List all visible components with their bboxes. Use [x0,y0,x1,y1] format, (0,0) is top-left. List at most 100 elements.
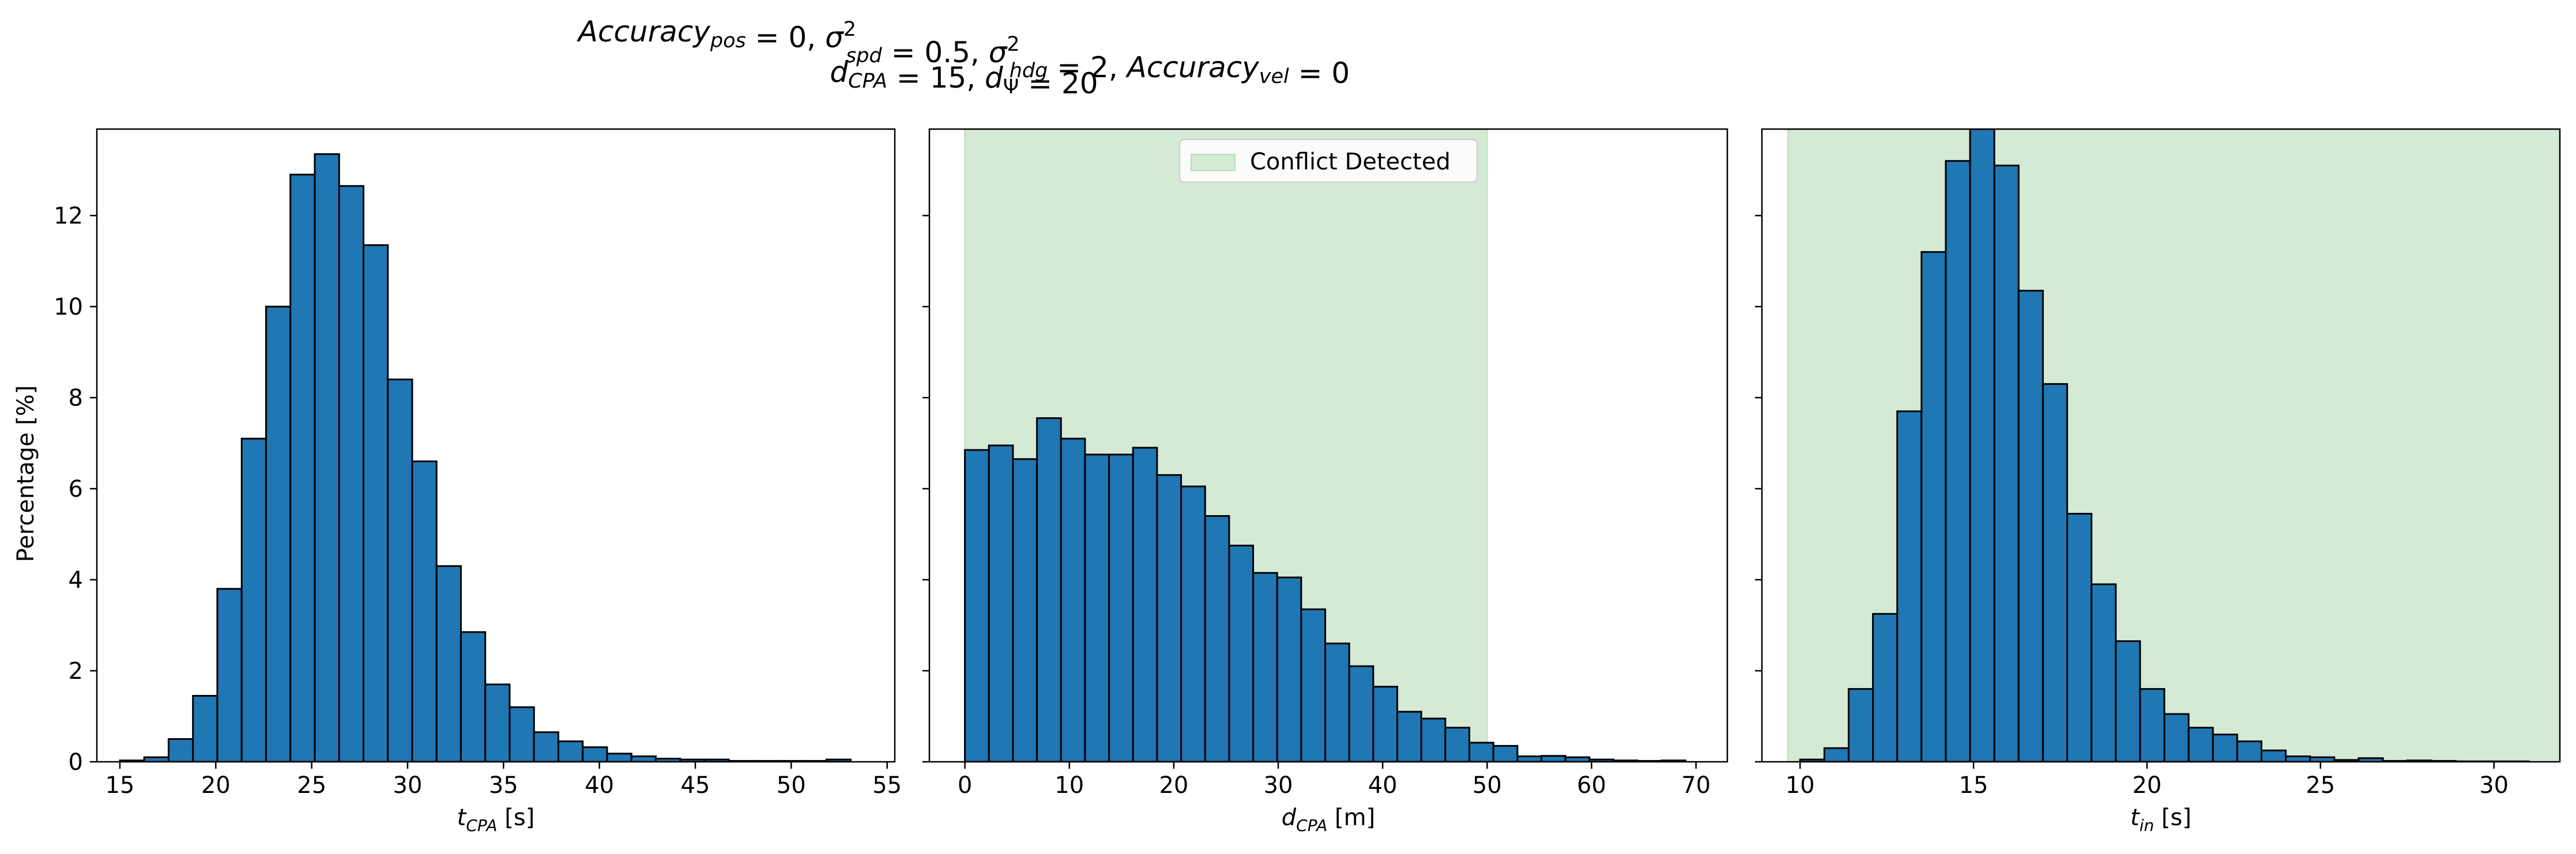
x-tick-label: 35 [489,772,518,799]
histogram-bar [2187,727,2214,762]
y-tick-label: 0 [69,749,83,776]
histogram-bar [314,153,340,762]
figure-title-line-2: dCPA = 15, dΨ = 20 [830,55,1098,100]
y-tick-label: 10 [54,294,83,320]
y-axis-label: Percentage [%] [13,386,39,562]
histogram-bar [192,694,219,762]
histogram-bar [2042,383,2069,762]
histogram-bar [2091,583,2117,762]
x-tick-label: 60 [1577,772,1606,799]
histogram-bar [338,185,364,762]
histogram-bar [1372,686,1399,762]
subplot-d-cpa: 0 10 20 30 40 50 60 70 dCPA [m] Conflict Detected [922,128,1728,835]
histogram-bar [1204,515,1230,762]
x-tick-label: 30 [2479,772,2509,799]
histogram-bars [119,153,852,762]
histogram-bar [2285,755,2311,762]
x-tick-label: 15 [105,772,134,799]
histogram-bar [1132,447,1158,762]
histogram-bar [240,437,267,762]
histogram-bar [582,746,608,762]
x-tick-label: 20 [201,772,231,799]
x-tick-label: 30 [393,772,423,799]
histogram-bar [2017,289,2044,762]
legend-label: Conflict Detected [1250,149,1451,175]
histogram-bar [1945,160,1971,762]
figure-title-line-1: Accuracypos = 0, σ2 spd = 0.5, σ2 hdg = 2,… [577,15,1350,90]
histogram-bar [1252,572,1278,762]
x-tick-label: 40 [1368,772,1398,799]
histogram-bar [2139,688,2166,762]
histogram-bar [964,449,990,762]
x-tick-label: 25 [2306,772,2335,799]
histogram-bar [1847,688,1874,762]
histogram-bar [435,565,462,762]
x-axis-label: dCPA [m] [1282,804,1375,835]
histogram-bar [2261,749,2287,762]
subplot-t-in: 10 15 20 25 30 tin [s] [1755,128,2561,835]
histogram-bar [1156,474,1182,762]
x-tick-label: 15 [1959,772,1989,799]
histogram-bar [1036,417,1062,762]
histogram-bar [1896,410,1923,762]
histogram-bar [509,706,535,762]
x-tick-label: 70 [1681,772,1711,799]
histogram-bar [2066,512,2093,762]
histogram-bar [1276,576,1302,762]
x-tick-label: 10 [1054,772,1084,799]
histogram-bar [1969,129,1995,762]
histogram-bar [1920,251,1947,762]
histogram-bar [988,444,1014,762]
histogram-bar [533,731,559,762]
y-tick-label: 4 [69,567,83,594]
x-tick-label: 25 [297,772,326,799]
histogram-bar [1060,437,1086,762]
histogram-bar [167,738,194,762]
histogram-bar [1228,545,1255,762]
histogram-bar [1872,613,1899,762]
histogram-bar [2115,640,2141,762]
histogram-bar [630,755,657,762]
y-tick-label: 2 [69,658,83,685]
x-tick-label: 55 [872,772,902,799]
histogram-bar [460,631,487,762]
x-tick-label: 50 [777,772,806,799]
subplot-t-cpa: 15 20 25 30 35 40 45 50 55 0 2 4 6 8 10 12 tCPA [s] [54,128,902,835]
histogram-bar [1180,485,1206,762]
histogram-bar [2212,734,2238,762]
legend-box [1179,139,1478,183]
x-axis-label: tin [s] [2130,804,2191,835]
x-tick-label: 20 [2132,772,2161,799]
histogram-bar [2236,740,2263,762]
histogram-bar [1300,608,1327,762]
legend: Conflict Detected [1179,139,1478,183]
histogram-bar [1348,665,1374,762]
legend-swatch [1191,154,1236,171]
histogram-bar [825,758,852,762]
axes-frame [928,128,1728,763]
histogram-bar [1084,454,1110,762]
histogram-bar [216,588,243,762]
x-tick-label: 20 [1159,772,1188,799]
histogram-bars [964,417,1687,762]
y-tick-label: 8 [69,385,83,411]
x-axis-label: tCPA [s] [457,804,535,835]
axes-frame [1761,128,2561,763]
histogram-bar [1324,643,1350,762]
axes-frame [96,128,896,763]
x-tick-label: 45 [681,772,710,799]
histogram-bar [1993,164,2020,762]
x-tick-label: 40 [585,772,614,799]
histogram-bar [387,378,413,762]
histogram-bar [2163,713,2190,762]
histogram-bar [1541,755,1566,762]
x-tick-label: 30 [1264,772,1293,799]
x-tick-label: 50 [1472,772,1502,799]
histogram-bar [1012,458,1038,762]
x-tick-label: 0 [958,772,972,799]
x-tick-label: 10 [1786,772,1815,799]
histogram-bar [289,173,316,762]
histogram-bar [362,244,389,762]
histogram-bar [1108,454,1134,762]
